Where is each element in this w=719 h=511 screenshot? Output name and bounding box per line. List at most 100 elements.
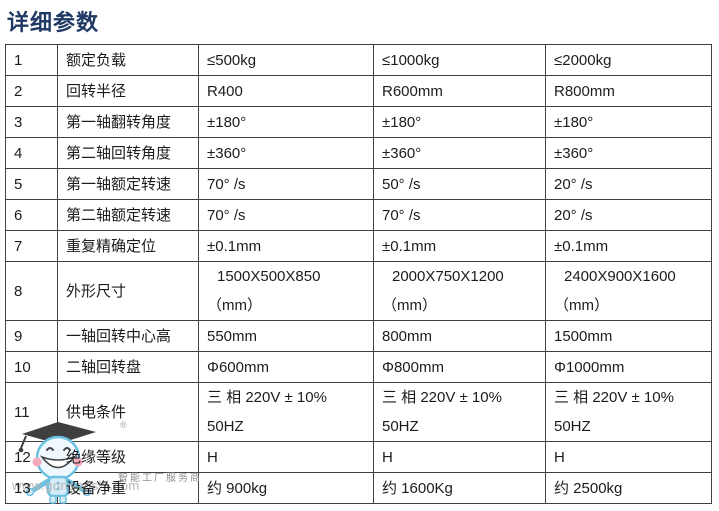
value-cell: ±0.1mm <box>545 230 712 262</box>
param-name-cell: 二轴回转盘 <box>57 351 199 383</box>
value-cell: ≤2000kg <box>545 44 712 76</box>
value-cell: ±360° <box>373 137 546 169</box>
row-number-cell: 1 <box>5 44 58 76</box>
value-cell: 800mm <box>373 320 546 352</box>
table-row: 7 重复精确定位 ±0.1mm ±0.1mm ±0.1mm <box>5 230 712 262</box>
param-name-cell: 第一轴翻转角度 <box>57 106 199 138</box>
cell-text: 第二轴额定转速 <box>66 206 172 224</box>
cell-text: 三 相 220V ± 10% 50HZ <box>382 389 502 435</box>
cell-text: 13 <box>14 479 31 497</box>
value-cell: 约 1600Kg <box>373 472 546 504</box>
cell-text: 约 1600Kg <box>382 479 453 497</box>
value-cell: ±0.1mm <box>373 230 546 262</box>
cell-text: 1500mm <box>554 327 613 345</box>
value-cell: 2000X750X1200 （mm） <box>373 261 546 321</box>
value-cell: 70° /s <box>373 199 546 231</box>
value-cell: R800mm <box>545 75 712 107</box>
row-number-cell: 12 <box>5 441 58 473</box>
cell-text: ≤1000kg <box>382 51 440 69</box>
param-name-cell: 第二轴回转角度 <box>57 137 199 169</box>
cell-text: 额定负载 <box>66 51 127 69</box>
value-cell: ±0.1mm <box>198 230 374 262</box>
row-number-cell: 13 <box>5 472 58 504</box>
cell-text: Φ1000mm <box>554 358 625 376</box>
cell-text: 二轴回转盘 <box>66 358 142 376</box>
cell-text: 2 <box>14 82 23 100</box>
cell-text: 回转半径 <box>66 82 127 100</box>
table-row: 9 一轴回转中心高 550mm 800mm 1500mm <box>5 320 712 352</box>
cell-text: R800mm <box>554 82 615 100</box>
cell-text: ±360° <box>554 144 594 162</box>
param-name-cell: 第一轴额定转速 <box>57 168 199 200</box>
cell-text: Φ800mm <box>382 358 444 376</box>
cell-text: 第一轴额定转速 <box>66 175 172 193</box>
cell-text: 50° /s <box>382 175 421 193</box>
cell-text: ±180° <box>554 113 594 131</box>
param-name-cell: 绝缘等级 <box>57 441 199 473</box>
param-name-cell: 重复精确定位 <box>57 230 199 262</box>
table-row: 11 供电条件 三 相 220V ± 10% 50HZ 三 相 220V ± 10% … <box>5 382 712 442</box>
cell-text: 1500X500X850 （mm） <box>207 268 321 314</box>
value-cell: 20° /s <box>545 168 712 200</box>
cell-text: 70° /s <box>207 206 246 224</box>
cell-text: ±180° <box>382 113 422 131</box>
param-name-cell: 设备净重 <box>57 472 199 504</box>
value-cell: ±360° <box>545 137 712 169</box>
cell-text: 约 2500kg <box>554 479 623 497</box>
row-number-cell: 10 <box>5 351 58 383</box>
cell-text: H <box>207 448 218 466</box>
table-row: 8 外形尺寸 1500X500X850 （mm） 2000X750X1200 （mm）… <box>5 261 712 321</box>
cell-text: 20° /s <box>554 206 593 224</box>
cell-text: H <box>554 448 565 466</box>
row-number-cell: 7 <box>5 230 58 262</box>
cell-text: 2000X750X1200 （mm） <box>382 268 504 314</box>
row-number-cell: 9 <box>5 320 58 352</box>
table-row: 13 设备净重 约 900kg 约 1600Kg 约 2500kg <box>5 472 712 504</box>
value-cell: 70° /s <box>198 168 374 200</box>
value-cell: 1500X500X850 （mm） <box>198 261 374 321</box>
cell-text: 11 <box>14 403 30 421</box>
value-cell: R600mm <box>373 75 546 107</box>
value-cell: 550mm <box>198 320 374 352</box>
param-name-cell: 外形尺寸 <box>57 261 199 321</box>
table-row: 5 第一轴额定转速 70° /s 50° /s 20° /s <box>5 168 712 200</box>
cell-text: ≤2000kg <box>554 51 612 69</box>
value-cell: Φ800mm <box>373 351 546 383</box>
value-cell: 50° /s <box>373 168 546 200</box>
row-number-cell: 3 <box>5 106 58 138</box>
row-number-cell: 2 <box>5 75 58 107</box>
value-cell: 70° /s <box>198 199 374 231</box>
cell-text: R600mm <box>382 82 443 100</box>
cell-text: 12 <box>14 448 31 466</box>
value-cell: H <box>198 441 374 473</box>
cell-text: ±360° <box>207 144 247 162</box>
page-title: 详细参数 <box>7 10 100 35</box>
row-number-cell: 5 <box>5 168 58 200</box>
table-row: 2 回转半径 R400 R600mm R800mm <box>5 75 712 107</box>
value-cell: ±360° <box>198 137 374 169</box>
cell-text: 供电条件 <box>66 403 127 421</box>
cell-text: 8 <box>14 282 23 300</box>
value-cell: ±180° <box>198 106 374 138</box>
table-row: 3 第一轴翻转角度 ±180° ±180° ±180° <box>5 106 712 138</box>
value-cell: 三 相 220V ± 10% 50HZ <box>198 382 374 442</box>
value-cell: ≤1000kg <box>373 44 546 76</box>
cell-text: 20° /s <box>554 175 593 193</box>
value-cell: H <box>373 441 546 473</box>
spec-table-body: 1 额定负载 ≤500kg ≤1000kg ≤2000kg 2 回转半径 R400 R600mm… <box>5 44 712 504</box>
cell-text: 3 <box>14 113 23 131</box>
param-name-cell: 供电条件 <box>57 382 199 442</box>
value-cell: 20° /s <box>545 199 712 231</box>
value-cell: ≤500kg <box>198 44 374 76</box>
cell-text: 外形尺寸 <box>66 282 127 300</box>
cell-text: H <box>382 448 393 466</box>
cell-text: 约 900kg <box>207 479 268 497</box>
cell-text: ±0.1mm <box>207 237 262 255</box>
table-row: 4 第二轴回转角度 ±360° ±360° ±360° <box>5 137 712 169</box>
cell-text: 三 相 220V ± 10% 50HZ <box>554 389 674 435</box>
value-cell: Φ600mm <box>198 351 374 383</box>
cell-text: 设备净重 <box>66 479 127 497</box>
table-row: 6 第二轴额定转速 70° /s 70° /s 20° /s <box>5 199 712 231</box>
param-name-cell: 回转半径 <box>57 75 199 107</box>
cell-text: ±0.1mm <box>554 237 609 255</box>
